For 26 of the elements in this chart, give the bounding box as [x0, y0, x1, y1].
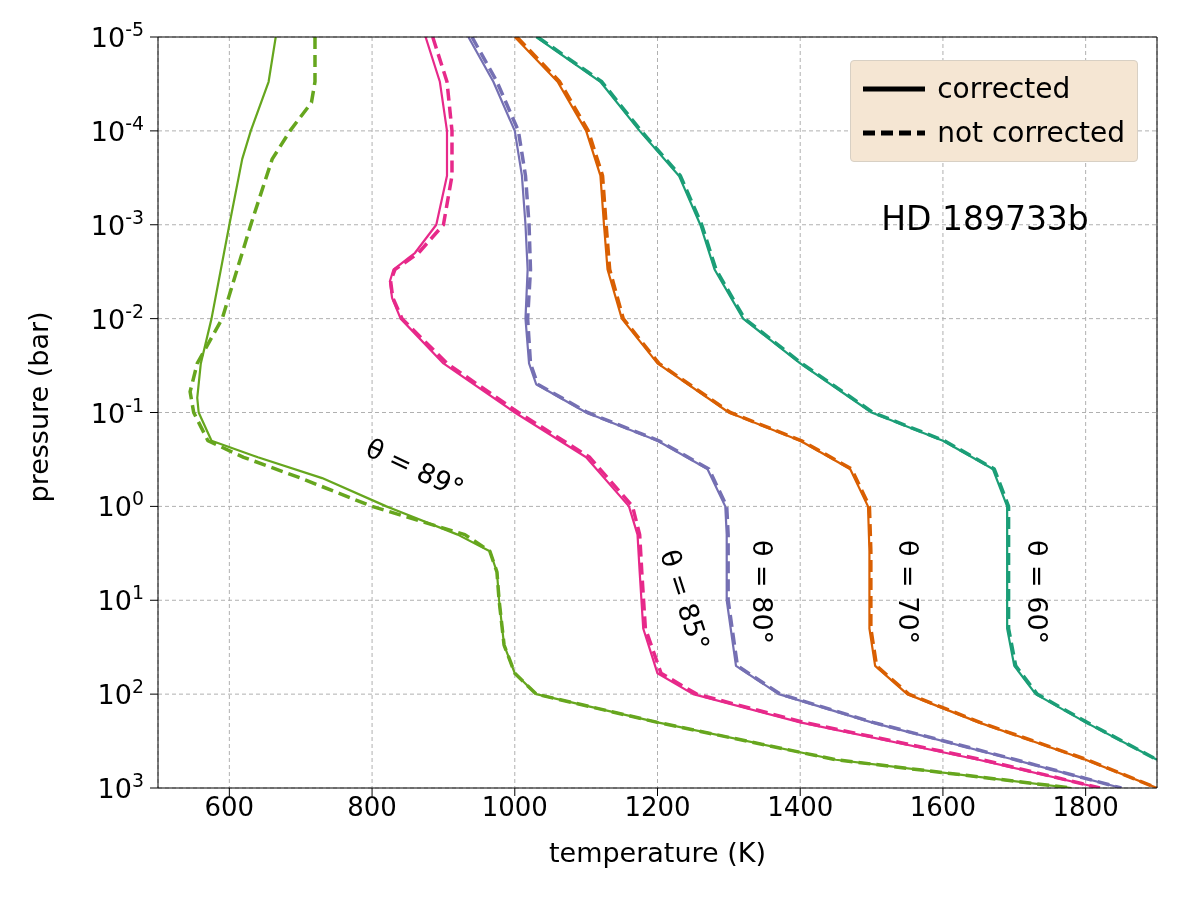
legend-label: not corrected — [937, 115, 1125, 151]
x-tick-label: 1600 — [909, 792, 977, 823]
x-tick-label: 1400 — [767, 792, 834, 823]
y-axis-title: pressure (bar) — [22, 311, 54, 503]
x-tick-label: 1200 — [624, 792, 691, 823]
x-tick-label: 600 — [204, 792, 255, 823]
y-tick-label: 10$^{-2}$ — [90, 299, 144, 335]
y-tick-label: 10$^{-1}$ — [90, 393, 144, 429]
annotation: θ = 89° — [361, 431, 469, 505]
annotation: θ = 60° — [1021, 539, 1053, 645]
y-tick-label: 10$^{-5}$ — [90, 18, 144, 53]
y-tick-label: 10$^{2}$ — [97, 675, 144, 711]
x-axis-title: temperature (K) — [548, 837, 767, 868]
x-tick-label: 1800 — [1052, 792, 1119, 823]
annotation: θ = 80° — [746, 539, 778, 645]
x-tick-label: 1000 — [481, 792, 548, 823]
x-tick-label: 800 — [347, 792, 397, 823]
annotation: θ = 70° — [892, 539, 924, 645]
legend-label: corrected — [937, 71, 1071, 107]
y-tick-label: 10$^{-3}$ — [90, 205, 144, 241]
y-tick-label: 10$^{-4}$ — [90, 111, 144, 147]
y-tick-label: 10$^{1}$ — [97, 581, 144, 617]
annotation: θ = 85° — [654, 545, 716, 655]
annotation: HD 189733b — [881, 198, 1089, 238]
y-tick-label: 10$^{0}$ — [97, 487, 144, 523]
y-tick-label: 10$^{3}$ — [97, 769, 144, 804]
